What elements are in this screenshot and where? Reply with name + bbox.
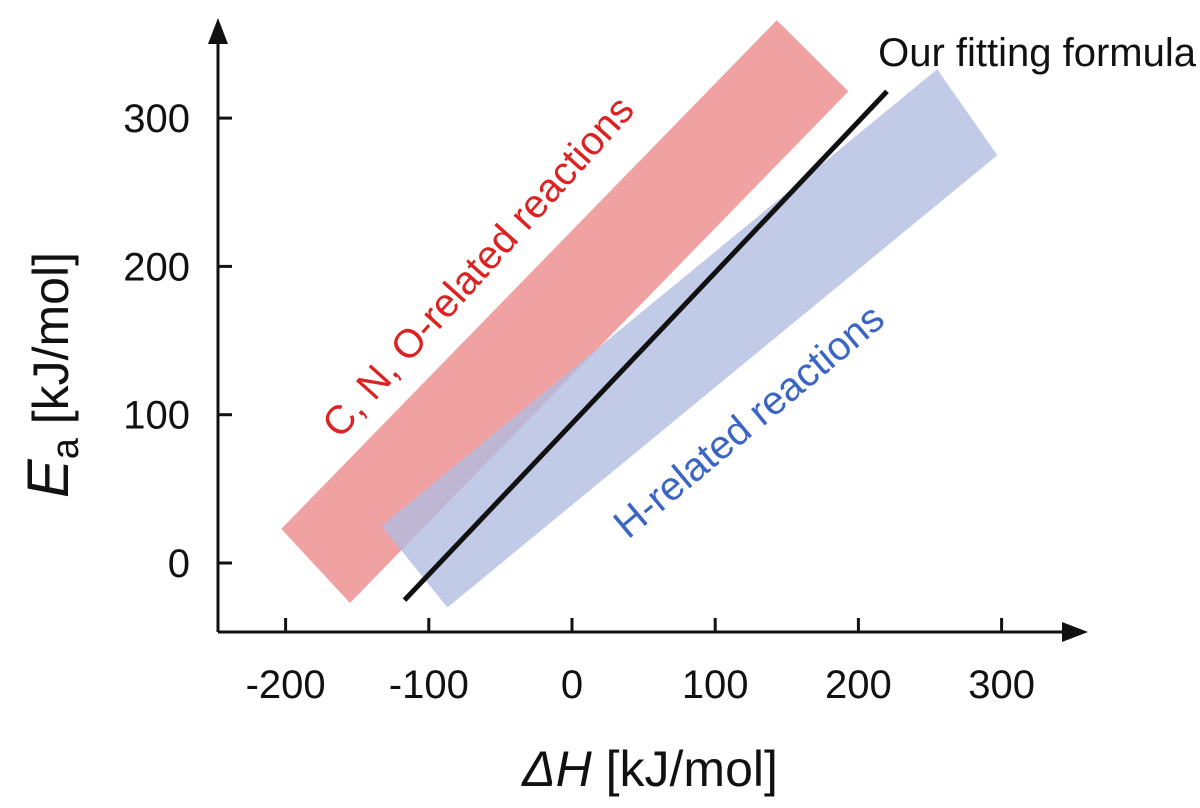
series-line-fitting-formula [402, 89, 889, 602]
y-axis-title-symbol: E [16, 458, 81, 498]
band-1 [281, 20, 849, 603]
ticks-layer: -200 -100 0 100 200 300 0 100 200 300 [123, 97, 1035, 707]
x-tick-label: 0 [561, 663, 583, 707]
y-axis-arrow [208, 18, 228, 44]
y-axis-title: Ea [kJ/mol] [16, 252, 87, 498]
y-axis-title-subscript: a [45, 437, 87, 459]
x-tick-label: -100 [389, 663, 469, 707]
x-tick-label: 200 [825, 663, 892, 707]
x-tick-label: 100 [682, 663, 749, 707]
y-tick-label: 200 [123, 245, 190, 289]
y-tick-label: 300 [123, 97, 190, 141]
x-tick-label: -200 [246, 663, 326, 707]
band-2 [381, 69, 998, 608]
series-layer [402, 89, 889, 602]
x-axis-arrow [1062, 622, 1088, 642]
x-axis-title: ΔH [kJ/mol] [521, 741, 778, 797]
x-axis-title-symbol: ΔH [521, 741, 593, 797]
y-tick-label: 100 [123, 394, 190, 438]
y-axis-title-unit: [kJ/mol] [23, 252, 79, 438]
x-axis-title-unit: [kJ/mol] [592, 741, 778, 797]
series-label-fitting-formula: Our fitting formula [878, 31, 1197, 75]
y-tick-label: 0 [168, 542, 190, 586]
bands-layer [281, 20, 998, 608]
x-tick-label: 300 [968, 663, 1035, 707]
